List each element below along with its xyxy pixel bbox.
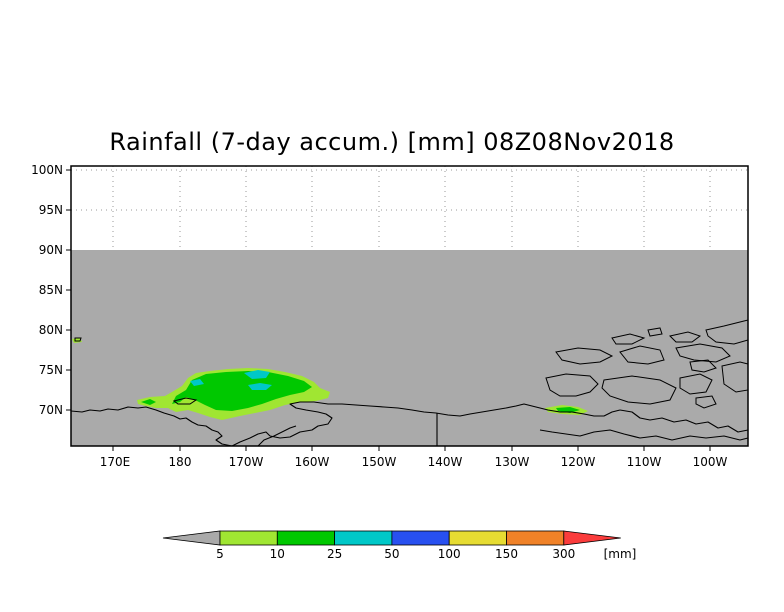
lon-tick-label: 130W xyxy=(495,455,530,469)
colorbar-swatch xyxy=(448,530,507,546)
colorbar-swatch xyxy=(334,530,393,546)
island-small xyxy=(647,327,663,337)
colorbar-swatch xyxy=(219,530,278,546)
island-melville xyxy=(555,347,614,365)
coastline-canada xyxy=(539,409,749,441)
colorbar-unit: [mm] xyxy=(604,547,637,561)
colorbar-label: 50 xyxy=(384,547,399,561)
colorbar-swatch xyxy=(391,530,450,546)
colorbar-upper-triangle xyxy=(563,530,621,546)
colorbar-swatch xyxy=(506,530,565,546)
colorbar-label: 10 xyxy=(270,547,285,561)
colorbar-label: 25 xyxy=(327,547,342,561)
lon-tick-label: 100W xyxy=(693,455,728,469)
coastline-alaska xyxy=(269,401,621,439)
rain-patch-25-50mm xyxy=(244,370,270,379)
coastlines xyxy=(70,319,749,447)
rainfall-patches xyxy=(72,338,588,420)
no-rain-field xyxy=(71,250,748,446)
colorbar-label: 5 xyxy=(216,547,224,561)
lat-tick-label: 80N xyxy=(39,323,63,337)
lat-tick-label: 85N xyxy=(39,283,63,297)
lat-tick-label: 100N xyxy=(31,163,63,177)
rain-patch-25-50mm xyxy=(190,379,204,386)
polar-white-region xyxy=(71,166,748,250)
lat-tick-label: 95N xyxy=(39,203,63,217)
coastline-bering xyxy=(231,431,271,447)
lon-tick-label: 160W xyxy=(295,455,330,469)
island-king-william xyxy=(695,395,717,409)
lon-tick-label: 180 xyxy=(169,455,192,469)
lon-tick-label: 140W xyxy=(428,455,463,469)
colorbar-label: 150 xyxy=(495,547,518,561)
colorbar-swatch xyxy=(276,530,335,546)
lon-tick-label: 110W xyxy=(627,455,662,469)
lon-tick-label: 170E xyxy=(100,455,131,469)
island-axel xyxy=(669,331,702,343)
lon-tick-label: 120W xyxy=(561,455,596,469)
island-prince-of-wales xyxy=(679,373,713,395)
lat-axis: 100N 95N 90N 85N 80N 75N 70N xyxy=(31,163,71,417)
lat-tick-label: 90N xyxy=(39,243,63,257)
island-bathurst xyxy=(619,345,665,365)
map-frame xyxy=(70,165,749,447)
island-somerset xyxy=(689,359,717,373)
coastline-siberia xyxy=(70,406,297,447)
island-wrangel xyxy=(172,397,198,405)
rain-patch-10-25mm xyxy=(141,399,156,405)
island-victoria xyxy=(601,375,677,405)
lat-tick-label: 70N xyxy=(39,403,63,417)
colorbar-label: 300 xyxy=(552,547,575,561)
island-borden xyxy=(611,333,646,345)
lat-tick-label: 75N xyxy=(39,363,63,377)
rain-patch-10-25mm xyxy=(172,371,312,411)
island-devon xyxy=(675,343,731,363)
lon-axis: 170E 180 170W 160W 150W 140W 130W 120W 1… xyxy=(100,446,728,469)
lon-tick-label: 170W xyxy=(229,455,264,469)
rain-patch-25-50mm xyxy=(248,383,272,390)
lon-tick-label: 150W xyxy=(362,455,397,469)
island-small xyxy=(74,337,82,342)
colorbar-lower-triangle xyxy=(162,530,221,546)
grid-lines xyxy=(71,166,748,250)
colorbar-label: 100 xyxy=(438,547,461,561)
map-title: Rainfall (7-day accum.) [mm] 08Z08Nov201… xyxy=(109,128,675,156)
colorbar-legend: 5 10 25 50 100 150 300 [mm] xyxy=(162,530,637,561)
island-banks xyxy=(545,373,599,397)
